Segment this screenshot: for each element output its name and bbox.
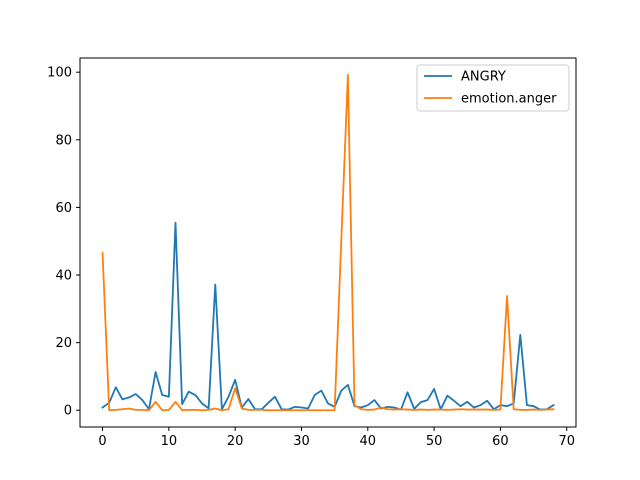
y-axis: 0 20 40 60 80 100 — [47, 66, 80, 419]
x-tick-label: 50 — [426, 434, 443, 449]
x-tick-label: 60 — [492, 434, 509, 449]
y-tick-label: 20 — [55, 336, 72, 351]
plot-area-frame — [79, 57, 577, 428]
y-tick-label: 100 — [47, 66, 72, 81]
x-tick-label: 10 — [161, 434, 178, 449]
x-tick-label: 70 — [558, 434, 575, 449]
x-tick-label: 30 — [293, 434, 310, 449]
x-axis: 0 10 20 30 40 50 60 70 — [98, 427, 575, 449]
y-tick-label: 0 — [64, 404, 72, 419]
x-tick-label: 20 — [227, 434, 244, 449]
series-line-angry — [101, 221, 555, 411]
series-line-emotion-anger — [101, 74, 555, 412]
plot-content — [101, 74, 555, 412]
y-tick-label: 80 — [55, 133, 72, 148]
legend-label-emotion-anger: emotion.anger — [461, 92, 557, 107]
y-tick-label: 60 — [55, 201, 72, 216]
legend: ANGRY emotion.anger — [416, 64, 570, 112]
legend-label-angry: ANGRY — [461, 70, 506, 85]
x-tick-label: 40 — [360, 434, 377, 449]
legend-box — [416, 64, 570, 112]
x-tick-label: 0 — [98, 434, 106, 449]
y-tick-label: 40 — [55, 269, 72, 284]
